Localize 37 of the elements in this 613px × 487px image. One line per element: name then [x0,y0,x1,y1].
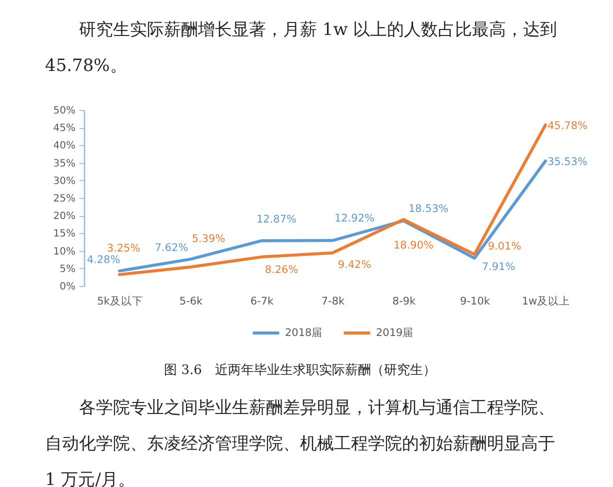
text: 研究生实际薪酬增长显著，月薪 1w 以上的人数占比最高，达到45.78%。 [45,20,558,76]
x-tick-label: 1w及以上 [522,294,570,308]
y-tick-label: 40% [53,140,76,152]
text: 各学院专业之间毕业生薪酬差异明显，计算机与通信工程学院、自动化学院、东凌经济管理学院、机械工程学院的初始薪酬明显高于 1 万元/月。 [45,398,555,487]
y-tick-label: 15% [53,228,76,240]
x-tick-label: 7-8k [321,296,346,308]
data-label: 7.62% [154,242,188,254]
data-label: 3.25% [106,242,140,255]
y-tick-label: 45% [53,123,76,134]
data-label: 18.90% [393,239,434,252]
y-tick-label: 0% [60,282,76,292]
y-tick-label: 20% [53,211,76,222]
data-label: 9.01% [488,240,522,252]
y-tick-label: 5% [60,264,76,275]
data-label: 7.91% [482,261,516,274]
x-tick-label: 6-7k [250,296,275,308]
y-tick-label: 35% [53,158,76,170]
data-label: 4.28% [86,254,120,266]
text: 图 3.6 近两年毕业生求职实际薪酬（研究生） [164,363,436,378]
x-tick-label: 5k及以下 [97,294,143,308]
data-label: 35.53% [547,156,588,168]
x-tick-label: 8-9k [392,296,417,308]
data-label: 12.92% [334,212,375,225]
data-label: 9.42% [338,258,372,271]
y-tick-label: 30% [53,176,76,187]
data-label: 12.87% [256,214,297,226]
x-tick-label: 9-10k [460,296,491,308]
legend-label: 2018届 [285,327,323,339]
y-tick-label: 50% [53,106,76,116]
data-label: 18.53% [408,202,449,215]
data-label: 5.39% [192,233,226,246]
x-tick-label: 5-6k [179,296,204,308]
data-label: 8.26% [264,264,298,276]
y-tick-label: 25% [53,194,76,204]
legend-label: 2019届 [376,327,414,339]
y-tick-label: 10% [53,246,76,258]
data-label: 45.78% [547,120,588,132]
